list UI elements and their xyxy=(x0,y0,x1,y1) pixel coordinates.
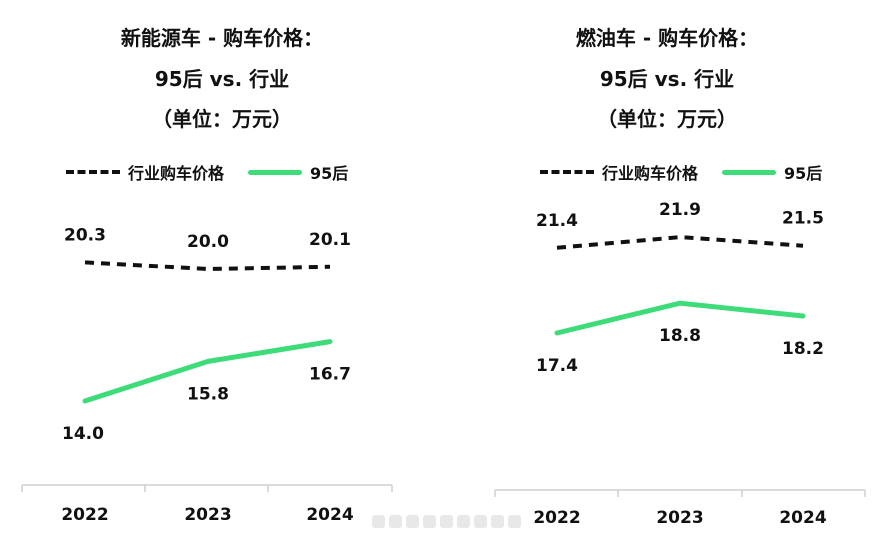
data-label: 20.3 xyxy=(64,225,106,245)
legend-item-industry: 行业购车价格 xyxy=(66,160,224,184)
chart-title-line-1: 燃油车 - 购车价格： xyxy=(575,26,759,50)
data-label: 20.0 xyxy=(187,232,229,252)
legend-swatch-solid xyxy=(722,169,777,175)
data-label: 18.2 xyxy=(782,339,824,359)
legend-item-industry: 行业购车价格 xyxy=(540,160,698,184)
data-label: 17.4 xyxy=(536,356,578,376)
legend-label-industry: 行业购车价格 xyxy=(128,164,225,183)
x-tick-label: 2023 xyxy=(184,505,231,525)
chart-panel-fuel: 燃油车 - 购车价格： 95后 vs. 行业 （单位：万元） 行业购车价格 95… xyxy=(445,0,889,543)
legend-label-95: 95后 xyxy=(310,164,349,183)
chart-title-line-1: 新能源车 - 购车价格： xyxy=(120,26,324,50)
x-tick-label: 2022 xyxy=(61,505,108,525)
series-line-95 xyxy=(82,339,333,404)
chart-title-line-3: （单位：万元） xyxy=(597,107,737,131)
data-label: 21.9 xyxy=(659,200,701,220)
data-label: 21.4 xyxy=(536,211,578,231)
x-tick-label: 2022 xyxy=(533,508,580,528)
legend-swatch-dashed xyxy=(540,170,594,174)
x-tick-label: 2024 xyxy=(779,508,826,528)
data-label: 14.0 xyxy=(62,424,104,444)
legend-label-95: 95后 xyxy=(784,164,823,183)
data-label: 16.7 xyxy=(309,365,351,385)
line-chart-plot: 2022 2023 2024 20.3 20.0 20.1 14.0 15.8 16.7 xyxy=(21,225,393,525)
chart-title-line-3: （单位：万元） xyxy=(152,107,292,131)
series-line-95 xyxy=(554,300,806,336)
legend: 行业购车价格 95后 xyxy=(66,160,372,184)
data-label: 20.1 xyxy=(309,230,351,250)
legend-label-industry: 行业购车价格 xyxy=(602,164,699,183)
series-line-industry xyxy=(84,260,331,271)
legend-swatch-solid xyxy=(248,169,303,175)
series-line-industry xyxy=(556,235,804,250)
x-tick-label: 2023 xyxy=(656,508,703,528)
watermark xyxy=(372,512,522,530)
x-tick-label: 2024 xyxy=(306,505,353,525)
chart-panel-new-energy: 新能源车 - 购车价格： 95后 vs. 行业 （单位：万元） 行业购车价格 9… xyxy=(0,0,444,543)
chart-title-line-2: 95后 vs. 行业 xyxy=(154,67,290,91)
legend: 行业购车价格 95后 xyxy=(540,160,846,184)
legend-swatch-dashed xyxy=(66,170,120,174)
legend-item-95: 95后 xyxy=(722,160,822,184)
legend-item-95: 95后 xyxy=(248,160,348,184)
data-label: 21.5 xyxy=(782,209,824,229)
line-chart-plot: 2022 2023 2024 21.4 21.9 21.5 17.4 18.8 18.2 xyxy=(494,200,866,528)
data-label: 18.8 xyxy=(659,326,701,346)
chart-title-line-2: 95后 vs. 行业 xyxy=(599,67,735,91)
data-label: 15.8 xyxy=(187,384,229,404)
